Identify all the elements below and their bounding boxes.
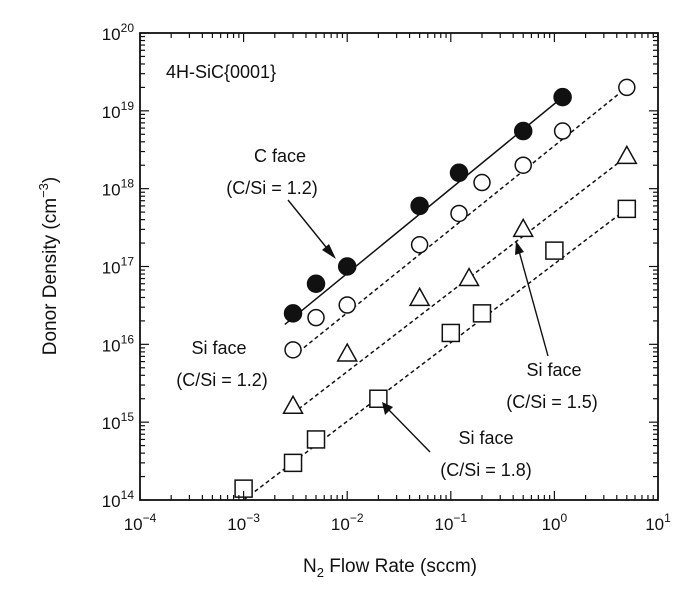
annotation-c-face-arrow [287,199,331,253]
point-series-1 [338,296,356,314]
annotation-si-12-line2: (C/Si = 1.2) [176,370,268,390]
annotation-si-12-line1: Si face [191,338,246,358]
annotation-si-15-arrowhead [515,241,524,255]
x-tick-label: 101 [645,511,671,534]
x-tick-label: 10−3 [227,511,260,534]
point-series-1 [410,236,429,254]
x-tick-label: 100 [542,511,568,534]
annotation-si-18-arrowhead [382,402,393,415]
y-tick-label: 1020 [102,21,135,44]
x-tick-label: 10−4 [124,511,157,534]
point-series-3 [545,241,564,260]
annotation-c-face-line1: C face [254,146,306,166]
point-series-0 [449,163,469,183]
point-series-0 [410,196,429,216]
x-tick-label: 10−2 [331,511,364,534]
y-tick-label: 1019 [102,99,135,122]
tick-labels: 10−4 10−3 10−2 10−1 100 101 1014 1015 1016 1017 10… [102,21,671,534]
y-axis-label: Donor Density (cm−3) [36,177,61,355]
point-series-1 [618,78,636,97]
point-series-0 [513,121,533,141]
point-series-2 [616,144,638,165]
point-series-2 [512,217,534,238]
annotation-si-18-line1: Si face [458,428,513,448]
annotation-si-15-arrow [518,250,549,357]
x-axis-label: N2 Flow Rate (sccm) [303,556,477,580]
y-tick-label: 1017 [102,255,135,278]
point-series-1 [284,341,302,359]
y-tick-label: 1015 [102,410,135,433]
annotation-c-face: C face (C/Si = 1.2) [226,146,336,259]
x-tick-label: 10−1 [434,511,467,534]
y-tick-label: 1016 [102,332,135,355]
point-series-2 [458,267,480,287]
annotation-c-face-arrowhead [322,244,336,259]
data-markers [234,78,638,498]
point-series-3 [306,430,326,449]
annotation-si-face-18: Si face (C/Si = 1.8) [382,402,532,480]
point-series-2 [282,394,304,415]
point-series-1 [307,308,325,327]
point-series-0 [553,87,572,107]
annotation-si-18-arrow [388,409,431,453]
point-series-1 [553,122,572,140]
point-series-3 [472,304,492,323]
annotation-c-face-line2: (C/Si = 1.2) [226,178,318,198]
point-series-0 [337,257,357,276]
y-tick-label: 1018 [102,177,135,200]
annotation-si-15-line1: Si face [526,360,581,380]
point-series-3 [283,453,303,473]
point-series-3 [441,323,461,343]
plot-frame [139,32,659,501]
axis-ticks [139,32,659,501]
annotation-si-face-15: Si face (C/Si = 1.5) [506,241,598,412]
point-series-1 [473,173,491,192]
point-series-0 [306,274,326,294]
point-series-2 [336,342,358,362]
point-series-1 [450,204,468,223]
annotation-si-face-12: Si face (C/Si = 1.2) [176,338,268,390]
annotation-si-18-line2: (C/Si = 1.8) [440,460,532,480]
point-series-3 [617,199,637,219]
point-series-2 [408,286,431,307]
point-series-0 [283,304,303,323]
y-tick-label: 1014 [102,488,135,511]
point-series-1 [514,156,532,174]
annotation-si-15-line2: (C/Si = 1.5) [506,392,598,412]
panel-label: 4H-SiC{0001} [166,62,276,82]
